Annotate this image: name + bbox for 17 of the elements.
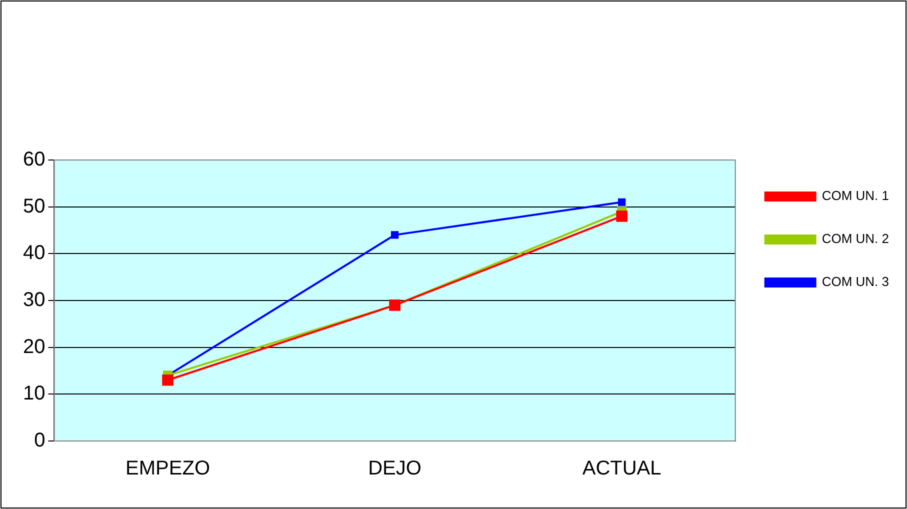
y-tick-label: 60 — [22, 148, 46, 171]
legend-label: COM UN. 2 — [822, 231, 889, 246]
x-tick-label: EMPEZO — [126, 458, 210, 480]
point — [390, 231, 399, 239]
x-tick-label: DEJO — [368, 458, 422, 480]
y-tick-label: 0 — [34, 430, 46, 452]
point — [618, 198, 626, 206]
legend-label: COM UN. 3 — [822, 274, 889, 290]
point — [162, 374, 174, 386]
legend-label: COM UN. 1 — [822, 188, 889, 204]
y-tick-label: 50 — [22, 195, 46, 218]
x-tick-label: ACTUAL — [582, 458, 662, 480]
y-tick-label: 30 — [22, 289, 46, 312]
point — [616, 210, 628, 222]
y-tick-label: 10 — [22, 382, 46, 405]
y-tick-label: 20 — [22, 336, 46, 358]
y-tick-label: 40 — [22, 242, 46, 264]
